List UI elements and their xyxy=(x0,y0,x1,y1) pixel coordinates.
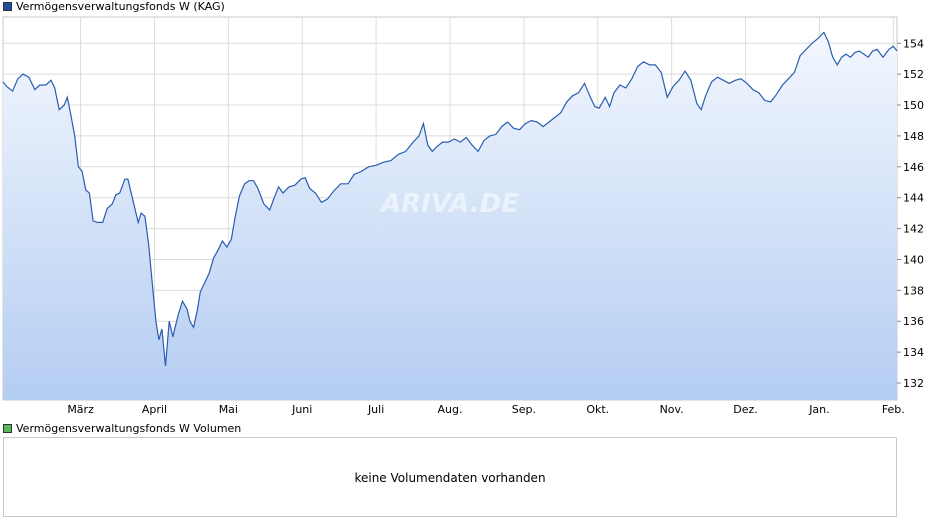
x-tick-label: April xyxy=(142,403,167,416)
y-tick-label: 134 xyxy=(903,346,924,359)
volume-legend: Vermögensverwaltungsfonds W Volumen xyxy=(3,422,241,435)
x-axis-ticks: März April Mai Juni Juli Aug. Sep. Okt. Nov. Dez.… xyxy=(67,403,904,416)
price-area-fill xyxy=(3,32,897,401)
price-legend-swatch xyxy=(3,2,12,11)
x-tick-label: März xyxy=(67,403,94,416)
y-tick-label: 136 xyxy=(903,315,924,328)
y-tick-label: 148 xyxy=(903,130,924,143)
y-tick-label: 140 xyxy=(903,253,924,266)
x-tick-label: Nov. xyxy=(660,403,684,416)
x-tick-label: Juli xyxy=(367,403,384,416)
y-tick-label: 152 xyxy=(903,68,924,81)
price-chart: ARIVA.DE 1321341361381401421441461481501… xyxy=(2,16,924,416)
y-tick-label: 142 xyxy=(903,223,924,236)
price-line xyxy=(2,31,898,367)
y-axis-ticks: 132 134 136 138 140 142 144 146 148 150 152 154 xyxy=(897,37,924,390)
volume-panel: keine Volumendaten vorhanden xyxy=(3,437,897,517)
price-legend-label: Vermögensverwaltungsfonds W (KAG) xyxy=(16,0,225,13)
volume-legend-swatch xyxy=(3,424,12,433)
y-tick-label: 132 xyxy=(903,377,924,390)
no-volume-message: keine Volumendaten vorhanden xyxy=(354,471,546,485)
y-tick-label: 154 xyxy=(903,37,924,50)
x-tick-label: Juni xyxy=(291,403,312,416)
price-legend: Vermögensverwaltungsfonds W (KAG) xyxy=(3,0,225,13)
x-tick-label: Aug. xyxy=(438,403,463,416)
x-tick-label: Jan. xyxy=(808,403,829,416)
y-tick-label: 150 xyxy=(903,99,924,112)
watermark: ARIVA.DE xyxy=(379,189,519,219)
x-tick-label: Okt. xyxy=(586,403,609,416)
volume-legend-label: Vermögensverwaltungsfonds W Volumen xyxy=(16,422,242,435)
y-tick-label: 146 xyxy=(903,161,924,174)
x-tick-label: Mai xyxy=(219,403,238,416)
y-tick-label: 138 xyxy=(903,284,924,297)
x-tick-label: Dez. xyxy=(733,403,758,416)
y-tick-label: 144 xyxy=(903,192,924,205)
x-tick-label: Feb. xyxy=(882,403,905,416)
x-tick-label: Sep. xyxy=(512,403,536,416)
